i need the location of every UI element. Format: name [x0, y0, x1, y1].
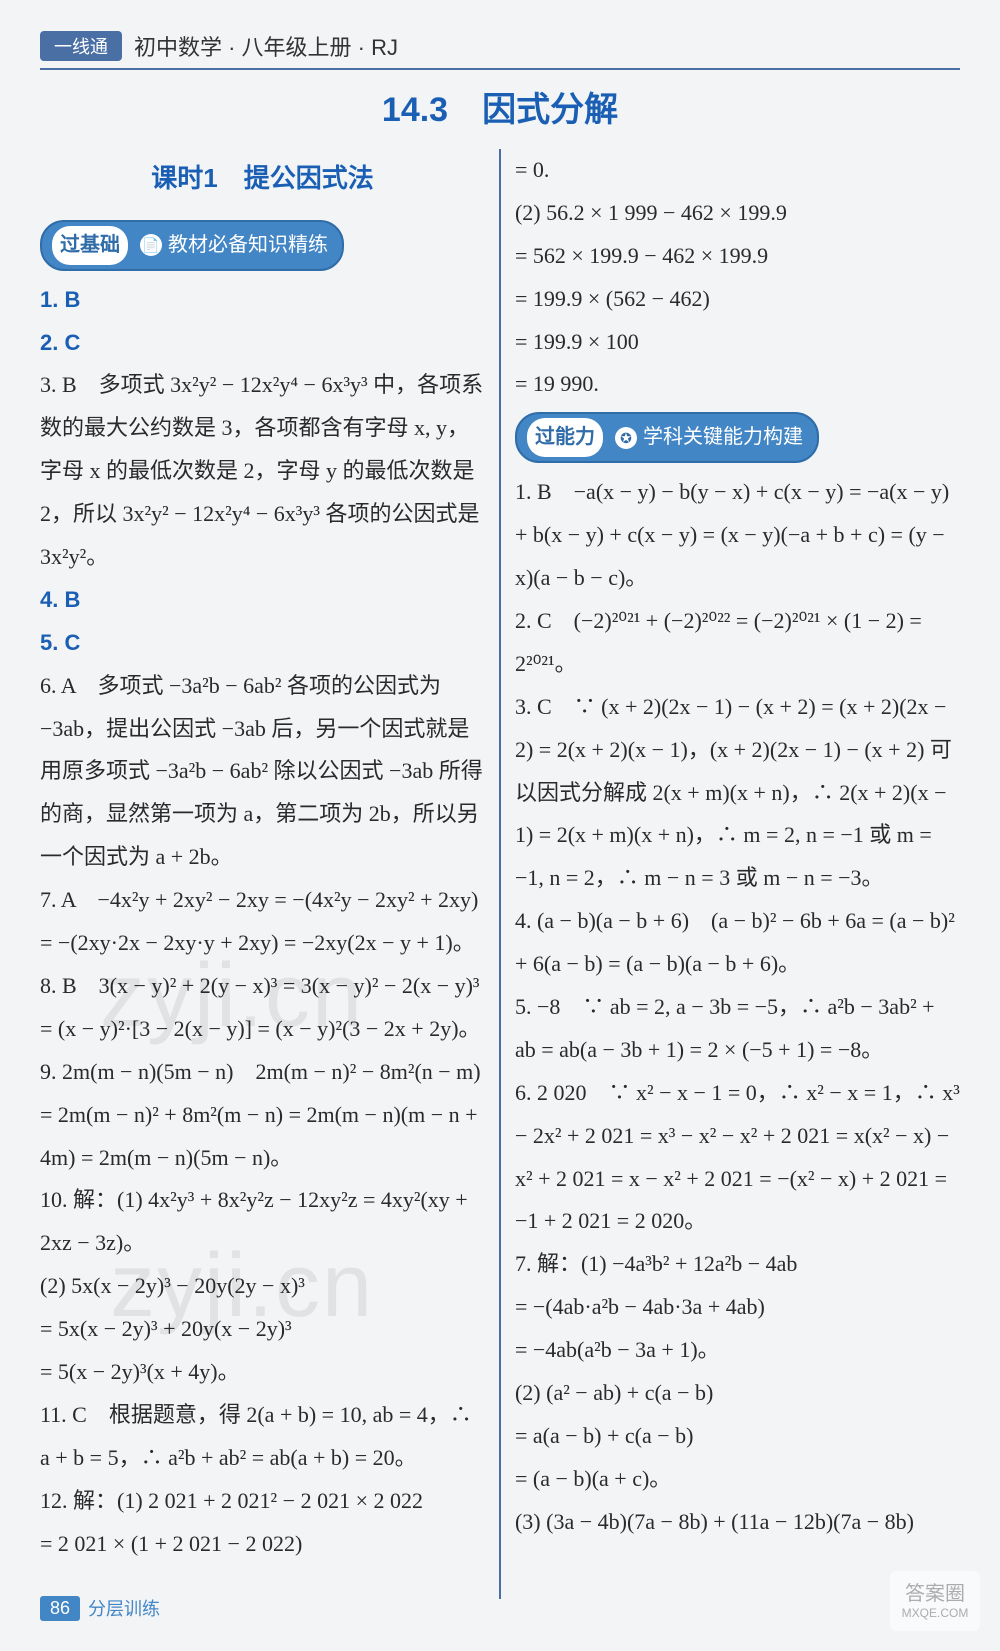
page-number: 86 — [40, 1596, 80, 1621]
lesson-title: 课时1 提公因式法 — [40, 153, 485, 204]
r5: 5. −8 ∵ ab = 2, a − 3b = −5，∴ a²b − 3ab²… — [515, 986, 960, 1072]
q10d: = 5(x − 2y)³(x + 4y)。 — [40, 1351, 485, 1394]
q2: 2. C — [40, 322, 485, 365]
r-top-4: = 199.9 × 100 — [515, 321, 960, 364]
r3: 3. C ∵ (x + 2)(2x − 1) − (x + 2) = (x + … — [515, 686, 960, 900]
q4: 4. B — [40, 579, 485, 622]
q11: 11. C 根据题意，得 2(a + b) = 10, ab = 4，∴ a +… — [40, 1394, 485, 1480]
q10c: = 5x(x − 2y)³ + 20y(x − 2y)³ — [40, 1308, 485, 1351]
pill-left-1: 过基础 — [52, 226, 128, 265]
r7e: = a(a − b) + c(a − b) — [515, 1415, 960, 1458]
r1: 1. B −a(x − y) − b(y − x) + c(x − y) = −… — [515, 471, 960, 600]
wm-br-2: MXQE.COM — [890, 1606, 980, 1620]
q10: 10. 解：(1) 4x²y³ + 8x²y²z − 12xy²z = 4xy²… — [40, 1179, 485, 1265]
main-title: 14.3 因式分解 — [40, 82, 960, 131]
header-tab: 一线通 — [40, 31, 122, 61]
list-icon: 📄 — [140, 234, 162, 256]
content-columns: 课时1 提公因式法 过基础 📄 教材必备知识精练 1. B 2. C 3. B … — [40, 149, 960, 1599]
watermark-corner: 答案圈 MXQE.COM — [890, 1571, 980, 1631]
r-top-1: (2) 56.2 × 1 999 − 462 × 199.9 — [515, 192, 960, 235]
q12b: = 2 021 × (1 + 2 021 − 2 022) — [40, 1523, 485, 1566]
section-basic-pill: 过基础 📄 教材必备知识精练 — [40, 220, 344, 271]
section-ability-pill: 过能力 ✪ 学科关键能力构建 — [515, 412, 819, 463]
r-top-3: = 199.9 × (562 − 462) — [515, 278, 960, 321]
r-top-0: = 0. — [515, 149, 960, 192]
header-text: 初中数学 · 八年级上册 · RJ — [134, 30, 398, 62]
q1: 1. B — [40, 279, 485, 322]
pill-right-2: 学科关键能力构建 — [643, 418, 803, 457]
q8: 8. B 3(x − y)² + 2(y − x)³ = 3(x − y)² −… — [40, 965, 485, 1051]
right-column: = 0. (2) 56.2 × 1 999 − 462 × 199.9 = 56… — [515, 149, 960, 1599]
r7g: (3) (3a − 4b)(7a − 8b) + (11a − 12b)(7a … — [515, 1501, 960, 1544]
pill-left-2: 过能力 — [527, 418, 603, 457]
r7: 7. 解：(1) −4a³b² + 12a²b − 4ab — [515, 1243, 960, 1286]
r7d: (2) (a² − ab) + c(a − b) — [515, 1372, 960, 1415]
star-icon: ✪ — [615, 427, 637, 449]
q12: 12. 解：(1) 2 021 + 2 021² − 2 021 × 2 022 — [40, 1480, 485, 1523]
r2: 2. C (−2)²⁰²¹ + (−2)²⁰²² = (−2)²⁰²¹ × (1… — [515, 600, 960, 686]
r7c: = −4ab(a²b − 3a + 1)。 — [515, 1329, 960, 1372]
q5: 5. C — [40, 622, 485, 665]
pill-right-1: 教材必备知识精练 — [168, 226, 328, 265]
q6: 6. A 多项式 −3a²b − 6ab² 各项的公因式为 −3ab，提出公因式… — [40, 665, 485, 879]
footer-text: 分层训练 — [88, 1595, 160, 1621]
left-column: 课时1 提公因式法 过基础 📄 教材必备知识精练 1. B 2. C 3. B … — [40, 149, 485, 1599]
page-header: 一线通 初中数学 · 八年级上册 · RJ — [40, 30, 960, 70]
r-top-5: = 19 990. — [515, 363, 960, 406]
r6: 6. 2 020 ∵ x² − x − 1 = 0，∴ x² − x = 1，∴… — [515, 1072, 960, 1244]
wm-br-1: 答案圈 — [890, 1577, 980, 1606]
r7b: = −(4ab·a²b − 4ab·3a + 4ab) — [515, 1286, 960, 1329]
q10b: (2) 5x(x − 2y)³ − 20y(2y − x)³ — [40, 1265, 485, 1308]
q9: 9. 2m(m − n)(5m − n) 2m(m − n)² − 8m²(n … — [40, 1051, 485, 1180]
page-footer: 86 分层训练 — [40, 1595, 160, 1621]
column-divider — [499, 149, 501, 1599]
q7: 7. A −4x²y + 2xy² − 2xy = −(4x²y − 2xy² … — [40, 879, 485, 965]
r7f: = (a − b)(a + c)。 — [515, 1458, 960, 1501]
q3: 3. B 多项式 3x²y² − 12x²y⁴ − 6x³y³ 中，各项系数的最… — [40, 364, 485, 578]
r-top-2: = 562 × 199.9 − 462 × 199.9 — [515, 235, 960, 278]
r4: 4. (a − b)(a − b + 6) (a − b)² − 6b + 6a… — [515, 900, 960, 986]
